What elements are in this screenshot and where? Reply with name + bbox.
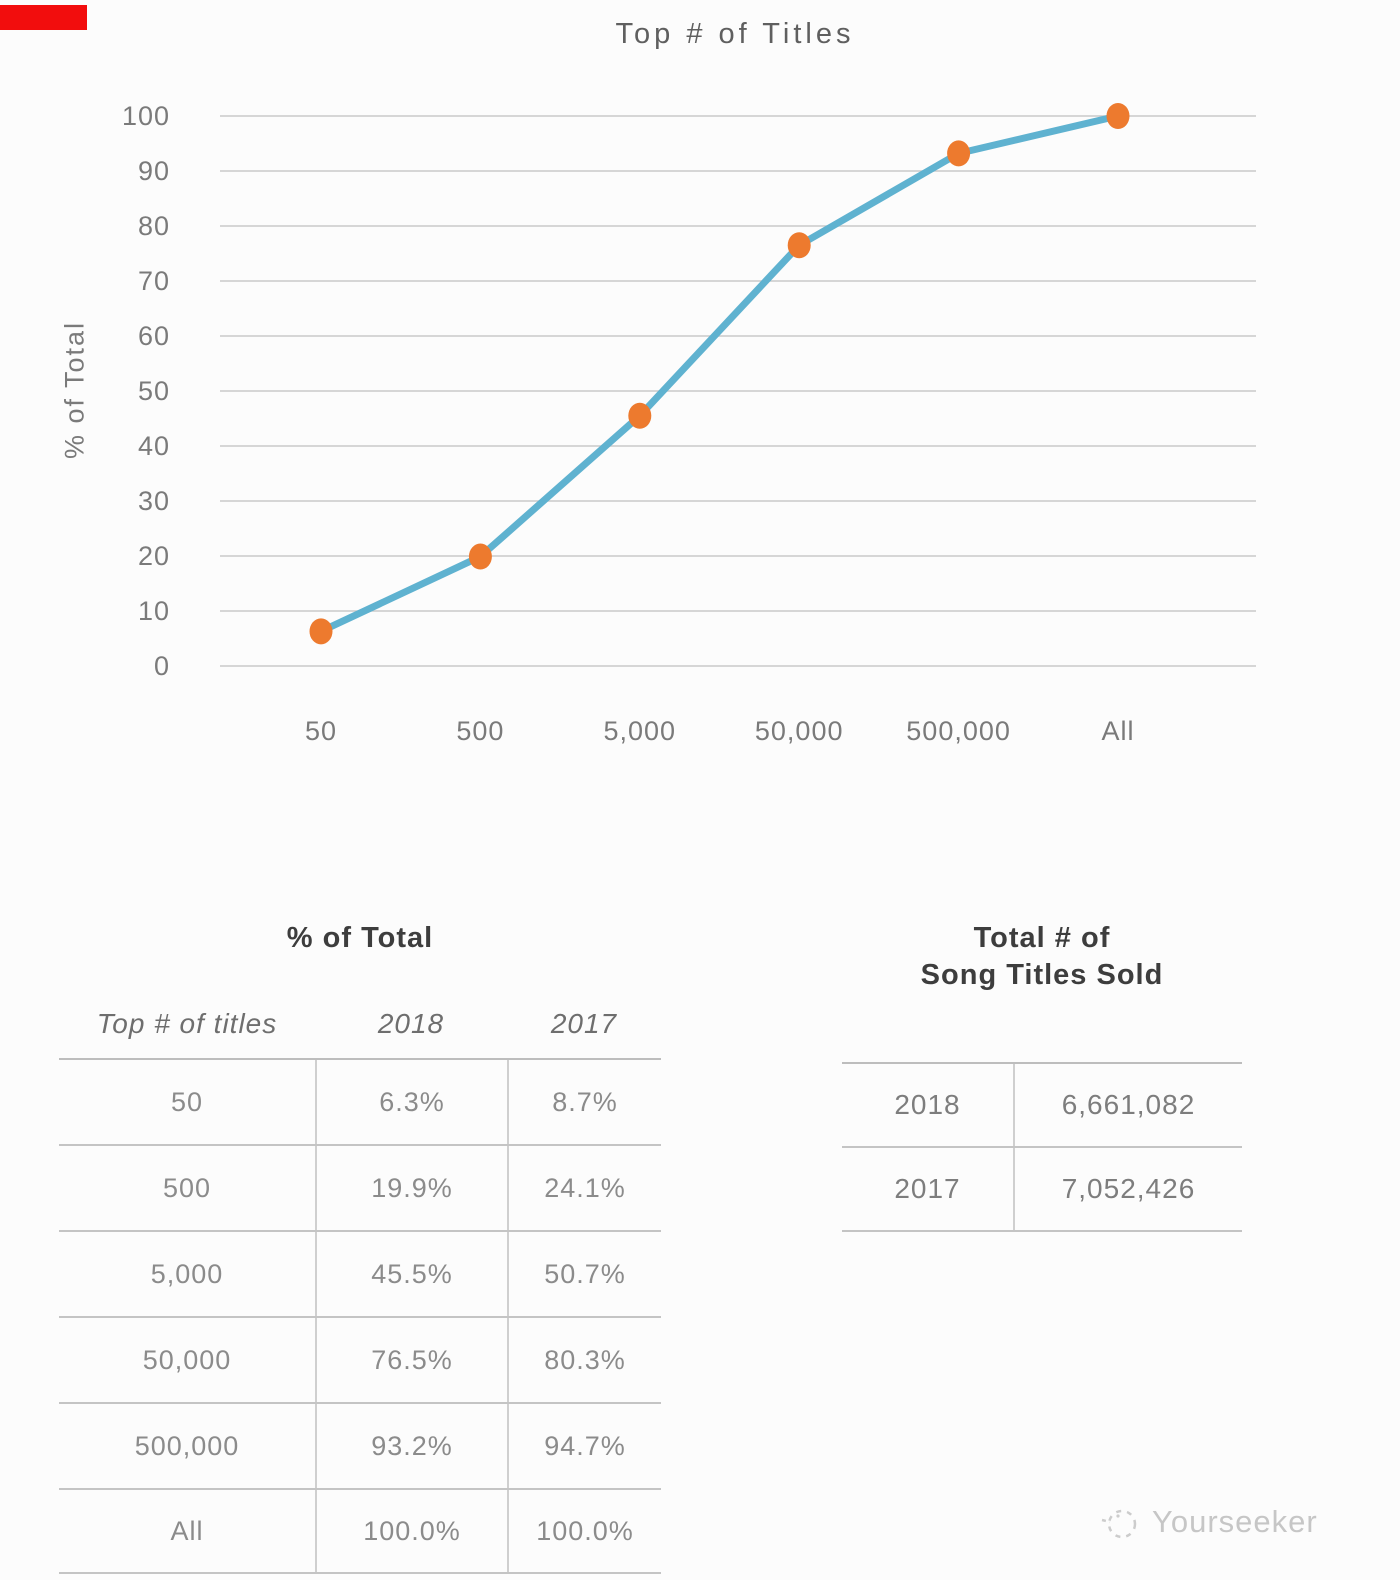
y-tick-label: 20	[138, 541, 170, 571]
y-tick-label: 50	[138, 376, 170, 406]
watermark-text: Yourseeker	[1152, 1504, 1318, 1539]
row-label: 50,000	[142, 1344, 232, 1375]
data-point-marker	[468, 543, 492, 570]
data-point-marker	[309, 618, 333, 645]
y-tick-label: 0	[154, 651, 170, 681]
total-value: 7,052,426	[1013, 1148, 1242, 1230]
table-row: 500,000 93.2% 94.7%	[59, 1404, 661, 1490]
totals-table-title: Total # of Song Titles Sold	[842, 920, 1242, 994]
column-header-2018: 2018	[377, 1008, 445, 1039]
row-label: 500,000	[134, 1430, 240, 1461]
y-tick-label: 90	[138, 156, 170, 186]
x-tick-label: 5,000	[604, 716, 677, 746]
row-label: 500	[162, 1172, 212, 1203]
table-row: 2018 6,661,082	[842, 1064, 1242, 1148]
year-label: 2017	[894, 1173, 961, 1204]
y-tick-label: 100	[122, 101, 170, 131]
percent-table-header-row: Top # of titles 2018 2017	[59, 1000, 661, 1048]
value-2018: 6.3%	[315, 1060, 507, 1144]
value-2018: 93.2%	[315, 1404, 507, 1488]
data-point-marker	[1106, 103, 1130, 129]
y-tick-label: 60	[138, 321, 170, 351]
data-point-marker	[628, 402, 652, 429]
value-2017: 50.7%	[507, 1232, 661, 1316]
total-value: 6,661,082	[1013, 1064, 1242, 1146]
row-label: 5,000	[150, 1258, 224, 1289]
x-tick-label: 50	[305, 716, 337, 746]
x-tick-label: 500	[456, 716, 504, 746]
y-tick-label: 70	[138, 266, 170, 296]
y-tick-label: 80	[138, 211, 170, 241]
totals-table-body: 2018 6,661,082 2017 7,052,426	[842, 1062, 1242, 1232]
value-2017: 100.0%	[507, 1490, 661, 1572]
data-point-marker	[947, 140, 971, 167]
totals-title-line1: Total # of	[973, 922, 1111, 954]
data-point-marker	[787, 232, 811, 259]
table-row: All 100.0% 100.0%	[59, 1490, 661, 1574]
table-row: 5,000 45.5% 50.7%	[59, 1232, 661, 1318]
value-2018: 19.9%	[315, 1146, 507, 1230]
table-row: 500 19.9% 24.1%	[59, 1146, 661, 1232]
column-header-2017: 2017	[550, 1008, 618, 1039]
chart-title: Top # of Titles	[615, 18, 855, 50]
value-2017: 24.1%	[507, 1146, 661, 1230]
watermark: Yourseeker	[1098, 1498, 1378, 1546]
totals-title-line2: Song Titles Sold	[920, 959, 1164, 991]
table-row: 50,000 76.5% 80.3%	[59, 1318, 661, 1404]
y-tick-label: 30	[138, 486, 170, 516]
value-2017: 94.7%	[507, 1404, 661, 1488]
row-label: All	[170, 1515, 204, 1546]
y-tick-label: 10	[138, 596, 170, 626]
y-tick-label: 40	[138, 431, 170, 461]
value-2018: 45.5%	[315, 1232, 507, 1316]
x-tick-label: 50,000	[755, 716, 844, 746]
value-2017: 80.3%	[507, 1318, 661, 1402]
table-row: 50 6.3% 8.7%	[59, 1060, 661, 1146]
red-corner-badge	[0, 5, 87, 30]
row-label: 50	[170, 1086, 204, 1117]
value-2018: 100.0%	[315, 1490, 507, 1572]
line-chart: 0 10 20 30 40 50 60 70 80 90 100 50 500 5,000 50,000 50…	[122, 101, 1256, 746]
column-header-top-titles: Top # of titles	[96, 1008, 278, 1039]
value-2018: 76.5%	[315, 1318, 507, 1402]
x-tick-label: All	[1101, 716, 1134, 746]
series-line-2018	[317, 112, 1122, 635]
x-tick-label: 500,000	[906, 716, 1011, 746]
percent-table-title: % of Total	[286, 922, 434, 954]
table-row: 2017 7,052,426	[842, 1148, 1242, 1232]
yourseeker-logo-icon	[1101, 1509, 1137, 1539]
percent-table-body: 50 6.3% 8.7% 500 19.9% 24.1% 5,000 45.5%…	[59, 1058, 661, 1574]
year-label: 2018	[894, 1089, 961, 1120]
value-2017: 8.7%	[507, 1060, 661, 1144]
